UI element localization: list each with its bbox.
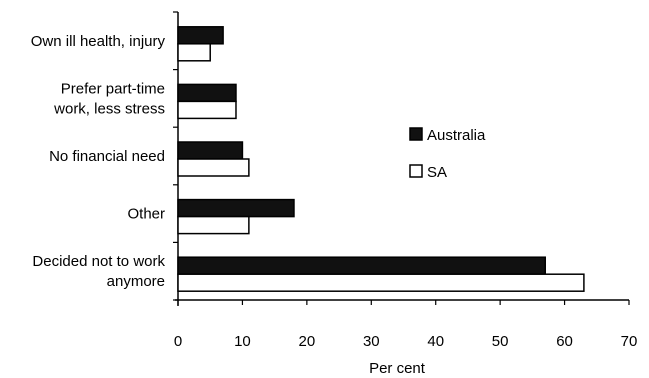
bar-australia	[177, 256, 546, 275]
bar-sa	[177, 158, 250, 177]
category-labels: Own ill health, injury Prefer part-time wo…	[31, 33, 166, 290]
legend-swatch-australia	[409, 127, 423, 141]
category-label: Own ill health, injury	[31, 33, 166, 50]
legend: Australia SA	[409, 127, 486, 181]
bars	[177, 26, 585, 292]
legend-label-sa: SA	[427, 164, 447, 181]
x-tick-label: 70	[621, 333, 638, 350]
category-label: No financial need	[49, 148, 165, 165]
legend-label-australia: Australia	[427, 127, 486, 144]
x-tick-label: 0	[174, 333, 182, 350]
category-label: anymore	[107, 273, 165, 290]
bar-australia	[177, 198, 295, 218]
bar-sa	[177, 100, 237, 120]
x-tick-label: 20	[299, 333, 316, 350]
category-label: work, less stress	[53, 100, 165, 117]
bar-sa	[177, 43, 211, 62]
x-tick-label: 40	[427, 333, 444, 350]
category-label: Other	[127, 206, 165, 223]
x-axis-title: Per cent	[369, 360, 426, 377]
x-tick-label: 50	[492, 333, 509, 350]
bar-australia	[177, 83, 237, 103]
x-tick-label: 60	[556, 333, 573, 350]
category-label: Decided not to work	[32, 253, 165, 270]
bar-sa	[177, 273, 585, 292]
bar-australia	[177, 141, 244, 160]
bar-australia	[177, 26, 224, 45]
x-tick-label: 30	[363, 333, 380, 350]
x-tick-labels: 0 10 20 30 40 50 60 70	[174, 333, 638, 350]
legend-swatch-sa	[409, 164, 423, 178]
bar-sa	[177, 215, 250, 235]
category-label: Prefer part-time	[61, 80, 165, 97]
x-tick-label: 10	[234, 333, 251, 350]
